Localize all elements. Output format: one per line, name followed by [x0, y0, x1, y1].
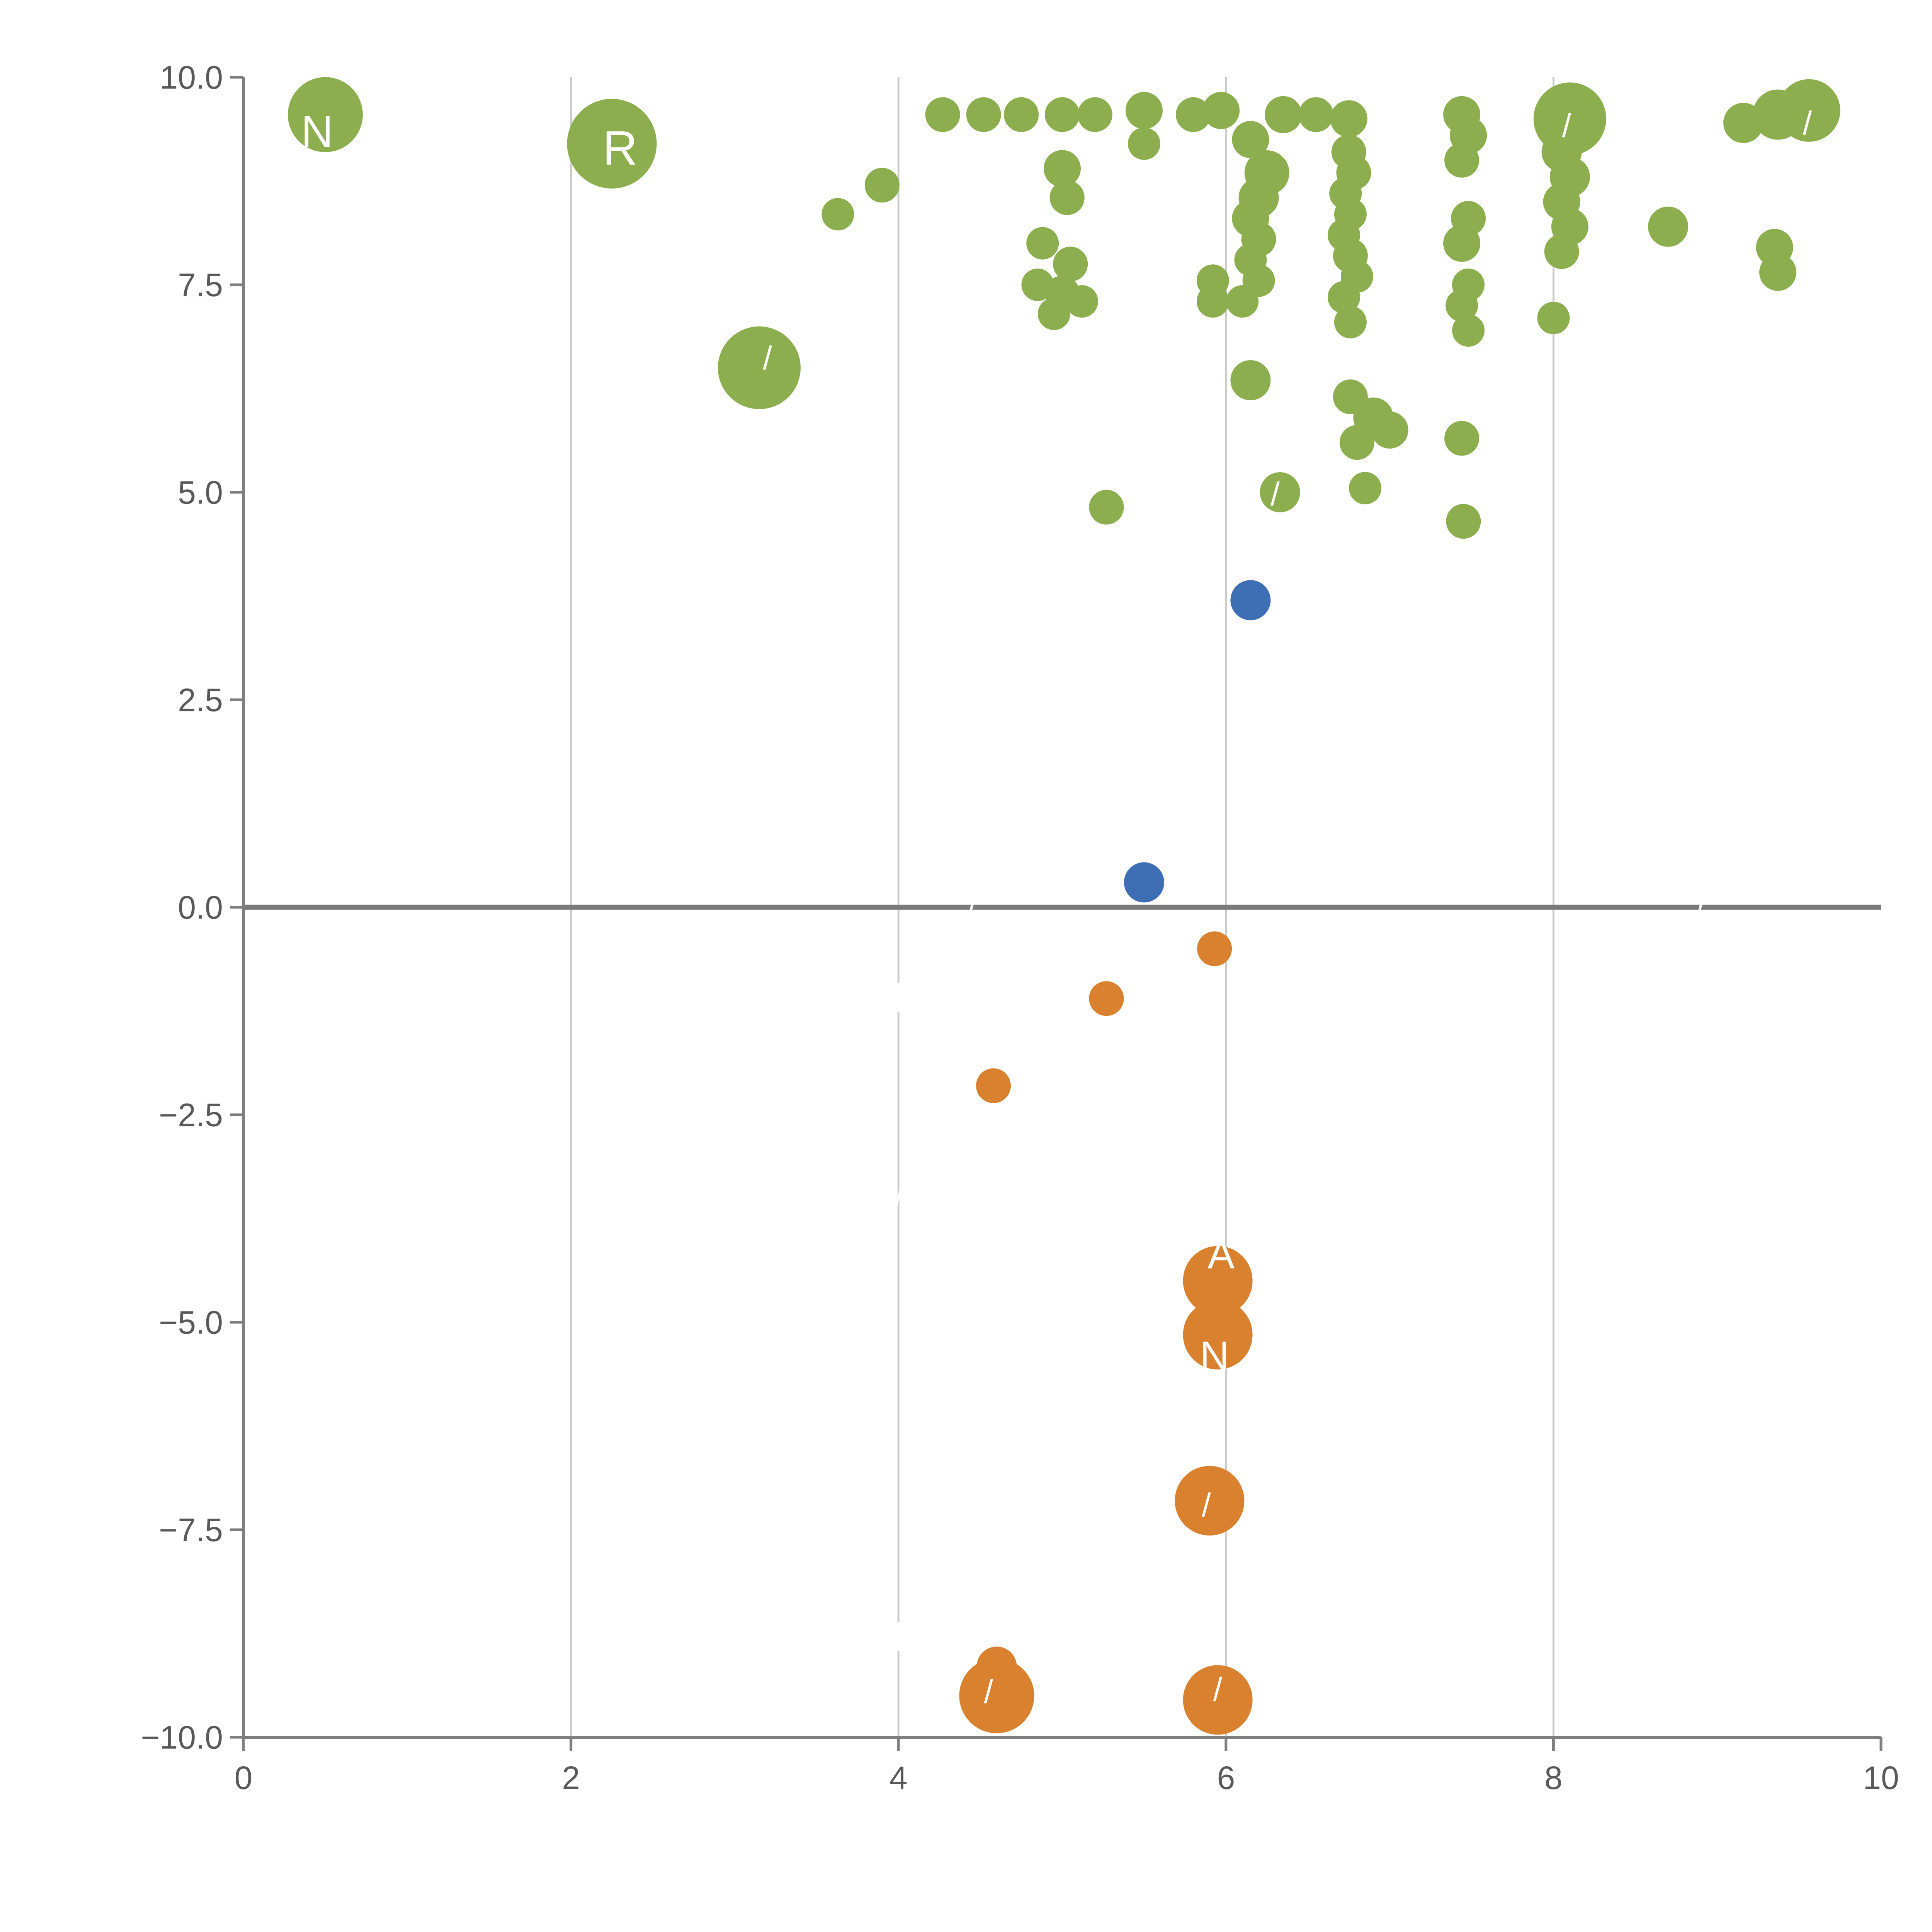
data-point-green: [1202, 92, 1240, 129]
bubble-label: A: [1208, 1232, 1235, 1277]
data-point-green: [1444, 421, 1480, 456]
data-point-green: [1045, 97, 1080, 132]
bubble-label: /: [1213, 1671, 1223, 1708]
bubble-label: |: [895, 978, 903, 1012]
data-point-green: [1196, 285, 1229, 318]
y-tick-label: 2.5: [178, 682, 223, 718]
bubble-label: /: [894, 1181, 903, 1215]
bubble-label: /: [763, 340, 772, 377]
data-point-green: [1226, 285, 1259, 318]
bubble-label: /: [1696, 888, 1706, 924]
data-point-green: [1232, 121, 1269, 158]
data-point-green: [1537, 301, 1570, 334]
y-tick-label: −7.5: [159, 1512, 223, 1548]
data-point-orange: [1197, 931, 1232, 966]
bubble-label: R: [603, 121, 638, 175]
x-tick-label: 0: [235, 1760, 253, 1796]
bubble-label: /: [968, 888, 977, 924]
data-point-green: [1044, 150, 1081, 187]
data-point-green: [1443, 224, 1481, 262]
bubble-label: N: [1200, 1333, 1229, 1379]
bubble-label: /: [1562, 107, 1571, 144]
data-point-green: [1026, 227, 1059, 260]
data-point-orange: [976, 1068, 1011, 1103]
data-point-green: [864, 168, 900, 203]
y-tick-label: 0.0: [178, 889, 223, 925]
x-tick-label: 6: [1217, 1760, 1235, 1796]
y-tick-label: −2.5: [159, 1097, 223, 1133]
y-tick-label: 5.0: [178, 474, 223, 510]
x-tick-label: 2: [562, 1760, 580, 1796]
bubble-label: /: [984, 1674, 993, 1711]
data-point-green: [1371, 411, 1408, 449]
y-tick-label: −5.0: [159, 1304, 223, 1340]
data-point-green: [1077, 97, 1112, 132]
data-point-green: [1037, 298, 1070, 330]
data-point-green: [1004, 97, 1039, 132]
data-point-green: [821, 198, 854, 231]
data-point-orange: [959, 1658, 1034, 1733]
data-point-green: [1452, 314, 1485, 347]
x-tick-label: 4: [889, 1760, 908, 1796]
bubble-label: |: [895, 1617, 903, 1651]
data-point-green: [567, 99, 657, 189]
data-point-green: [1298, 97, 1333, 132]
data-point-green: [1065, 285, 1098, 318]
data-point-green: [1265, 96, 1302, 133]
data-point-green: [1759, 253, 1797, 291]
bubble-label: /: [1202, 1487, 1211, 1524]
bubble-label: /: [1270, 476, 1280, 513]
y-tick-label: 10.0: [160, 59, 223, 95]
data-point-green: [1777, 79, 1840, 142]
x-tick-label: 8: [1544, 1760, 1563, 1796]
data-point-green: [1334, 306, 1367, 338]
data-point-orange: [1183, 1665, 1253, 1735]
data-point-green: [925, 97, 960, 132]
data-point-green: [1089, 490, 1124, 525]
data-point-green: [1446, 504, 1481, 539]
data-point-green: [1128, 127, 1160, 160]
y-tick-label: −10.0: [141, 1719, 223, 1755]
data-point-blue: [1124, 862, 1164, 903]
data-point-blue: [1230, 580, 1271, 621]
data-point-green: [966, 97, 1001, 132]
data-point-orange: [1183, 1246, 1253, 1316]
data-point-green: [1053, 247, 1088, 282]
data-point-green: [1230, 360, 1271, 401]
data-point-green: [1049, 180, 1085, 215]
data-point-green: [1330, 100, 1367, 138]
bubble-label: /: [1803, 105, 1812, 142]
data-point-green: [1544, 234, 1579, 269]
data-point-green: [1648, 206, 1689, 247]
data-point-green: [1444, 143, 1480, 178]
bubble-label: N: [301, 107, 333, 156]
data-point-orange: [1183, 1300, 1253, 1370]
data-point-green: [1327, 281, 1360, 314]
data-point-green: [1339, 425, 1374, 460]
data-point-green: [718, 326, 801, 409]
data-point-green: [287, 77, 363, 152]
data-point-orange: [1089, 981, 1124, 1016]
data-point-green: [1349, 472, 1382, 505]
data-point-green: [1176, 97, 1211, 132]
data-point-green: [1125, 92, 1163, 129]
data-point-green: [1446, 289, 1478, 322]
data-point-orange: [1175, 1466, 1245, 1536]
y-tick-label: 7.5: [178, 267, 223, 303]
data-point-green: [1260, 472, 1300, 512]
x-tick-label: 10: [1863, 1760, 1899, 1796]
